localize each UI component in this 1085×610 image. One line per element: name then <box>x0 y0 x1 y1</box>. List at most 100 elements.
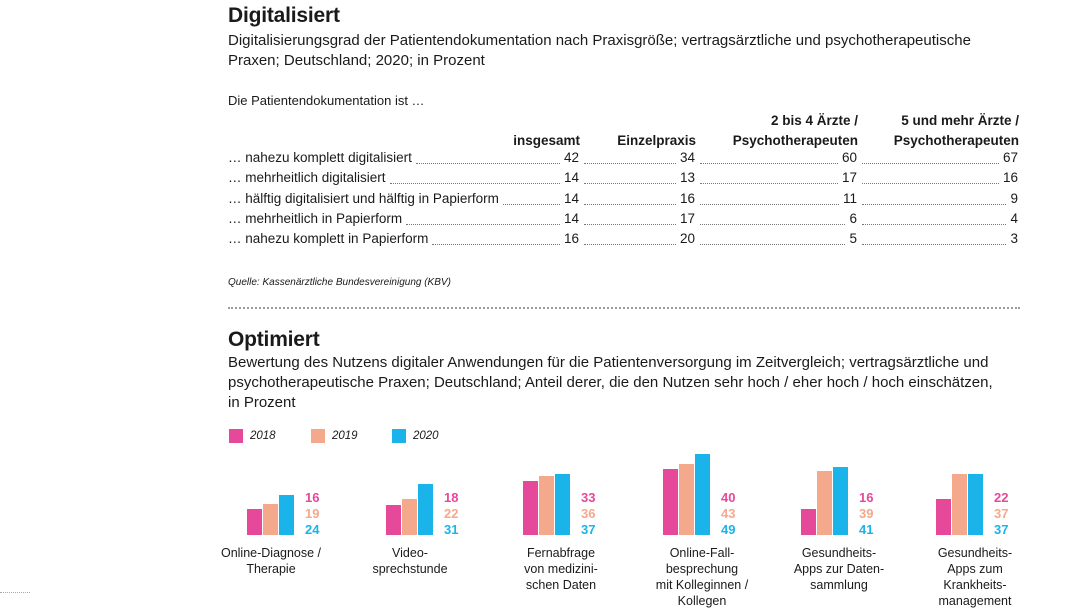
section2-subtitle-line: Bewertung des Nutzens digitaler Anwendun… <box>228 354 989 371</box>
bar-2020 <box>555 473 570 535</box>
table-cell: 13 <box>679 170 695 186</box>
table-cell: 34 <box>679 150 695 165</box>
category-label-line: mit Kolleginnen / <box>655 578 749 592</box>
legend-swatch-2020 <box>392 429 406 443</box>
category-label-line: schen Daten <box>525 578 597 592</box>
legend-swatch-2019 <box>311 429 325 443</box>
table-cell: 16 <box>679 190 695 206</box>
table-cell: 4 <box>1010 210 1018 226</box>
bar-2018 <box>386 505 401 535</box>
bar-2020 <box>279 495 294 535</box>
bar-2018 <box>936 498 951 535</box>
category-label-line: Kollegen <box>677 594 727 608</box>
dot-leader <box>862 223 1007 225</box>
column-header-line: 2 bis 4 Ärzte / <box>770 113 858 128</box>
dot-leader <box>584 223 676 225</box>
table-cell: 16 <box>563 231 579 247</box>
dot-leader <box>432 244 560 246</box>
table-cell: 14 <box>563 210 579 226</box>
section1-subtitle: Digitalisierungsgrad der Patientendokume… <box>228 31 971 71</box>
data-label-2018: 40 <box>721 490 736 505</box>
row-label: … nahezu komplett digitalisiert <box>228 150 412 165</box>
category-label: Fernabfrage von medizini-schen Daten <box>491 545 631 593</box>
bar-2018 <box>247 508 262 535</box>
table-cell: 14 <box>563 190 579 206</box>
category-label: Online-Diagnose / Therapie <box>201 545 341 577</box>
table-cell: 14 <box>563 170 579 186</box>
section2-title: Optimiert <box>228 328 320 351</box>
data-label-2018: 16 <box>859 490 874 505</box>
column-header-line: Psychotherapeuten <box>893 133 1019 148</box>
section2-subtitle-line: psychotherapeutische Praxen; Deutschland… <box>228 374 993 391</box>
data-label-2020: 41 <box>859 522 874 537</box>
dot-leader <box>862 183 999 185</box>
column-header-line: Psychotherapeuten <box>732 133 858 148</box>
dot-leader <box>584 163 676 164</box>
row-label: … hälftig digitalisiert und hälftig in P… <box>228 190 499 206</box>
bar-2018 <box>523 480 538 535</box>
legend-label-2019: 2019 <box>332 430 358 442</box>
category-label-line: Gesundheits- <box>937 546 1013 560</box>
bar-2020 <box>695 454 710 535</box>
category-label-line: Therapie <box>246 562 296 576</box>
data-label-2019: 37 <box>994 506 1009 521</box>
category-label-line: Gesundheits- <box>801 546 877 560</box>
dot-leader <box>700 244 846 246</box>
column-header-insgesamt: insgesamt <box>513 131 580 151</box>
table-intro: Die Patientendokumentation ist … <box>228 93 425 108</box>
table-cell: 17 <box>679 210 695 226</box>
row-label: … nahezu komplett in Papierform <box>228 231 429 247</box>
bar-2020 <box>418 483 433 535</box>
data-label-2018: 18 <box>444 490 459 505</box>
data-label-2019: 36 <box>581 506 596 521</box>
table-cell: 67 <box>1002 150 1018 165</box>
table-cell: 6 <box>849 210 857 226</box>
section1-title: Digitalisiert <box>228 4 340 27</box>
dot-leader <box>584 183 676 185</box>
table-cell: 9 <box>1010 190 1018 206</box>
bar-2018 <box>801 508 816 535</box>
dot-leader <box>700 223 846 225</box>
table-cell: 5 <box>849 231 857 247</box>
data-label-2019: 22 <box>444 506 459 521</box>
category-label-line: Online-Fall- <box>669 546 735 560</box>
row-label: … mehrheitlich in Papierform <box>228 210 403 226</box>
column-header-line: 5 und mehr Ärzte / <box>901 113 1019 128</box>
category-label-line: sprechstunde <box>372 562 448 576</box>
category-label-line: sammlung <box>810 578 868 592</box>
bar-2018 <box>663 469 678 535</box>
section2-subtitle-line: in Prozent <box>228 394 296 411</box>
dot-leader <box>584 244 676 246</box>
bar-2020 <box>833 467 848 535</box>
dot-leader <box>700 183 838 185</box>
category-label-line: von medizini- <box>524 562 598 576</box>
row-label: … mehrheitlich digitalisiert <box>228 170 386 186</box>
dot-leader <box>389 183 560 185</box>
section1-subtitle-line: Digitalisierungsgrad der Patientendokume… <box>228 32 971 49</box>
data-label-2019: 39 <box>859 506 874 521</box>
dot-leader <box>415 163 560 164</box>
data-label-2020: 37 <box>581 522 596 537</box>
bar-2019 <box>952 473 967 535</box>
dot-leader <box>862 244 1007 246</box>
dot-leader <box>862 163 999 164</box>
bar-2019 <box>263 503 278 535</box>
category-label: Online-Fall-besprechung mit Kolleginnen /… <box>632 545 772 609</box>
data-label-2018: 16 <box>305 490 320 505</box>
dot-leader <box>700 203 839 205</box>
dot-leader <box>700 163 838 164</box>
column-header-line: insgesamt <box>513 133 580 148</box>
section2-subtitle: Bewertung des Nutzens digitaler Anwendun… <box>228 353 993 413</box>
category-label-line: management <box>938 594 1012 608</box>
category-label-line: Video- <box>392 546 428 560</box>
category-label-line: Fernabfrage <box>526 546 596 560</box>
source-note: Quelle: Kassenärztliche Bundesvereinigun… <box>228 277 451 288</box>
legend-label-2018: 2018 <box>250 430 276 442</box>
table-cell: 17 <box>841 170 857 186</box>
legend-label-2020: 2020 <box>413 430 439 442</box>
data-label-2020: 37 <box>994 522 1009 537</box>
category-label-line: Apps zur Daten- <box>793 562 885 576</box>
category-label: Gesundheits- Apps zum Krankheits-managemen… <box>905 545 1045 609</box>
table-cell: 60 <box>841 150 857 165</box>
table-cell: 20 <box>679 231 695 247</box>
